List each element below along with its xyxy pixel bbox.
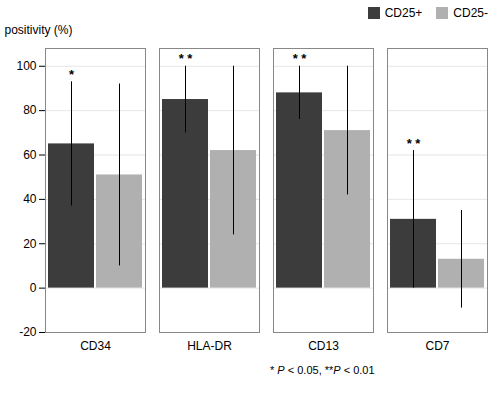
svg-text:60: 60 (23, 148, 37, 162)
svg-text:100: 100 (16, 59, 36, 73)
svg-text:* *: * * (293, 51, 308, 66)
svg-text:-20: -20 (19, 325, 37, 339)
svg-text:positivity (%): positivity (%) (5, 23, 73, 37)
svg-text:0: 0 (30, 281, 37, 295)
svg-text:CD13: CD13 (308, 339, 339, 353)
svg-text:* *: * * (179, 51, 194, 66)
svg-text:HLA-DR: HLA-DR (187, 339, 232, 353)
svg-text:80: 80 (23, 103, 37, 117)
html-text:CD25+: CD25+ (384, 6, 423, 20)
html-text:CD25-: CD25- (453, 6, 488, 20)
svg-text:20: 20 (23, 237, 37, 251)
html-text:* P < 0.05, ** P < 0.01: * P < 0.05, ** P < 0.01 (270, 364, 375, 376)
svg-text:CD34: CD34 (80, 339, 111, 353)
svg-text:CD7: CD7 (425, 339, 449, 353)
svg-text:* *: * * (407, 136, 422, 151)
svg-text:*: * (69, 67, 75, 82)
svg-text:40: 40 (23, 192, 37, 206)
